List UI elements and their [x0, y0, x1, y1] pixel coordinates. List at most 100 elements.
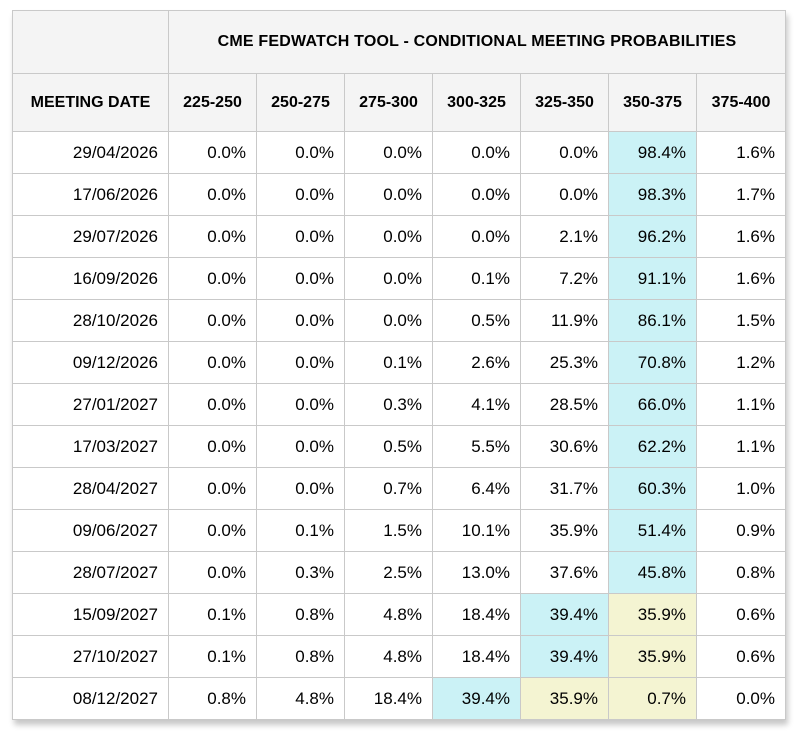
probability-cell: 4.1%: [432, 383, 521, 426]
probability-cell: 62.2%: [608, 425, 697, 468]
probability-cell: 4.8%: [344, 635, 433, 678]
table-row: 08/12/2027 0.8% 4.8% 18.4% 39.4% 35.9% 0.7% 0.0…: [12, 677, 786, 720]
probability-cell: 4.8%: [256, 677, 345, 720]
table-row: 09/12/2026 0.0% 0.0% 0.1% 2.6% 25.3% 70.8% 1.2%: [12, 341, 786, 384]
meeting-date-cell: 29/04/2026: [12, 131, 169, 174]
probability-cell: 0.0%: [432, 215, 521, 258]
column-header-rate-range: 300-325: [432, 73, 521, 132]
table-row: 28/10/2026 0.0% 0.0% 0.0% 0.5% 11.9% 86.1% 1.5%: [12, 299, 786, 342]
fedwatch-probabilities-table: CME FEDWATCH TOOL - CONDITIONAL MEETING …: [12, 10, 786, 720]
column-header-rate-range: 250-275: [256, 73, 345, 132]
probability-cell: 70.8%: [608, 341, 697, 384]
probability-cell: 30.6%: [520, 425, 609, 468]
probability-cell: 0.0%: [432, 131, 521, 174]
table-row: 29/07/2026 0.0% 0.0% 0.0% 0.0% 2.1% 96.2% 1.6%: [12, 215, 786, 258]
probability-cell: 0.0%: [168, 341, 257, 384]
probability-cell: 0.7%: [344, 467, 433, 510]
meeting-date-cell: 15/09/2027: [12, 593, 169, 636]
probability-cell: 0.0%: [696, 677, 786, 720]
table-row: 17/06/2026 0.0% 0.0% 0.0% 0.0% 0.0% 98.3% 1.7%: [12, 173, 786, 216]
probability-cell: 45.8%: [608, 551, 697, 594]
probability-cell: 0.9%: [696, 509, 786, 552]
probability-cell: 6.4%: [432, 467, 521, 510]
meeting-date-cell: 28/07/2027: [12, 551, 169, 594]
probability-cell: 13.0%: [432, 551, 521, 594]
corner-cell: [12, 10, 169, 74]
probability-cell: 0.3%: [344, 383, 433, 426]
probability-cell: 0.1%: [168, 593, 257, 636]
table-row: 17/03/2027 0.0% 0.0% 0.5% 5.5% 30.6% 62.2% 1.1%: [12, 425, 786, 468]
probability-cell: 0.0%: [168, 551, 257, 594]
table-row: 15/09/2027 0.1% 0.8% 4.8% 18.4% 39.4% 35.9% 0.6…: [12, 593, 786, 636]
column-header-row: MEETING DATE 225-250 250-275 275-300 300…: [12, 73, 786, 132]
probability-cell: 0.3%: [256, 551, 345, 594]
probability-cell: 4.8%: [344, 593, 433, 636]
probability-cell: 60.3%: [608, 467, 697, 510]
probability-cell: 18.4%: [432, 635, 521, 678]
meeting-date-cell: 16/09/2026: [12, 257, 169, 300]
table-row: 09/06/2027 0.0% 0.1% 1.5% 10.1% 35.9% 51.4% 0.9…: [12, 509, 786, 552]
probability-cell: 0.1%: [344, 341, 433, 384]
column-header-meeting-date: MEETING DATE: [12, 73, 169, 132]
conditional-meeting-probabilities-table: CME FEDWATCH TOOL - CONDITIONAL MEETING …: [12, 10, 786, 720]
probability-cell: 10.1%: [432, 509, 521, 552]
column-header-rate-range: 275-300: [344, 73, 433, 132]
table-row: 29/04/2026 0.0% 0.0% 0.0% 0.0% 0.0% 98.4% 1.6%: [12, 131, 786, 174]
probability-cell: 37.6%: [520, 551, 609, 594]
probability-cell: 1.2%: [696, 341, 786, 384]
probability-cell: 1.1%: [696, 425, 786, 468]
probability-cell: 0.8%: [256, 635, 345, 678]
probability-cell: 35.9%: [520, 509, 609, 552]
probability-cell: 0.1%: [168, 635, 257, 678]
probability-cell: 0.0%: [256, 131, 345, 174]
probability-cell: 0.0%: [168, 131, 257, 174]
probability-cell: 0.0%: [256, 341, 345, 384]
probability-cell: 18.4%: [344, 677, 433, 720]
column-header-rate-range: 325-350: [520, 73, 609, 132]
probability-cell: 1.0%: [696, 467, 786, 510]
probability-cell: 0.0%: [256, 257, 345, 300]
probability-cell: 0.8%: [168, 677, 257, 720]
probability-cell: 0.6%: [696, 593, 786, 636]
probability-cell: 2.5%: [344, 551, 433, 594]
probability-cell: 0.0%: [344, 131, 433, 174]
probability-cell: 0.0%: [344, 299, 433, 342]
probability-cell: 0.8%: [696, 551, 786, 594]
probability-cell: 1.1%: [696, 383, 786, 426]
probability-cell: 0.0%: [256, 173, 345, 216]
meeting-date-cell: 28/10/2026: [12, 299, 169, 342]
probability-cell: 0.0%: [520, 131, 609, 174]
probability-cell: 0.0%: [432, 173, 521, 216]
column-header-rate-range: 225-250: [168, 73, 257, 132]
probability-cell: 0.7%: [608, 677, 697, 720]
probability-cell: 0.1%: [432, 257, 521, 300]
meeting-date-cell: 27/01/2027: [12, 383, 169, 426]
meeting-date-cell: 08/12/2027: [12, 677, 169, 720]
table-row: 16/09/2026 0.0% 0.0% 0.0% 0.1% 7.2% 91.1% 1.6%: [12, 257, 786, 300]
probability-table-body: 29/04/2026 0.0% 0.0% 0.0% 0.0% 0.0% 98.4% 1.6% 1…: [12, 131, 786, 720]
probability-cell: 0.0%: [344, 173, 433, 216]
meeting-date-cell: 09/12/2026: [12, 341, 169, 384]
probability-cell: 35.9%: [520, 677, 609, 720]
probability-cell: 0.0%: [256, 383, 345, 426]
column-header-rate-range: 350-375: [608, 73, 697, 132]
probability-cell: 39.4%: [520, 635, 609, 678]
probability-cell: 0.5%: [432, 299, 521, 342]
probability-cell: 1.5%: [696, 299, 786, 342]
probability-cell: 25.3%: [520, 341, 609, 384]
meeting-date-cell: 29/07/2026: [12, 215, 169, 258]
probability-cell: 2.6%: [432, 341, 521, 384]
probability-cell: 1.6%: [696, 257, 786, 300]
probability-cell: 35.9%: [608, 593, 697, 636]
column-header-rate-range: 375-400: [696, 73, 786, 132]
probability-cell: 51.4%: [608, 509, 697, 552]
probability-cell: 1.5%: [344, 509, 433, 552]
probability-cell: 2.1%: [520, 215, 609, 258]
probability-cell: 39.4%: [520, 593, 609, 636]
probability-cell: 0.5%: [344, 425, 433, 468]
probability-cell: 66.0%: [608, 383, 697, 426]
probability-cell: 39.4%: [432, 677, 521, 720]
probability-cell: 28.5%: [520, 383, 609, 426]
meeting-date-cell: 17/03/2027: [12, 425, 169, 468]
title-row: CME FEDWATCH TOOL - CONDITIONAL MEETING …: [12, 10, 786, 74]
